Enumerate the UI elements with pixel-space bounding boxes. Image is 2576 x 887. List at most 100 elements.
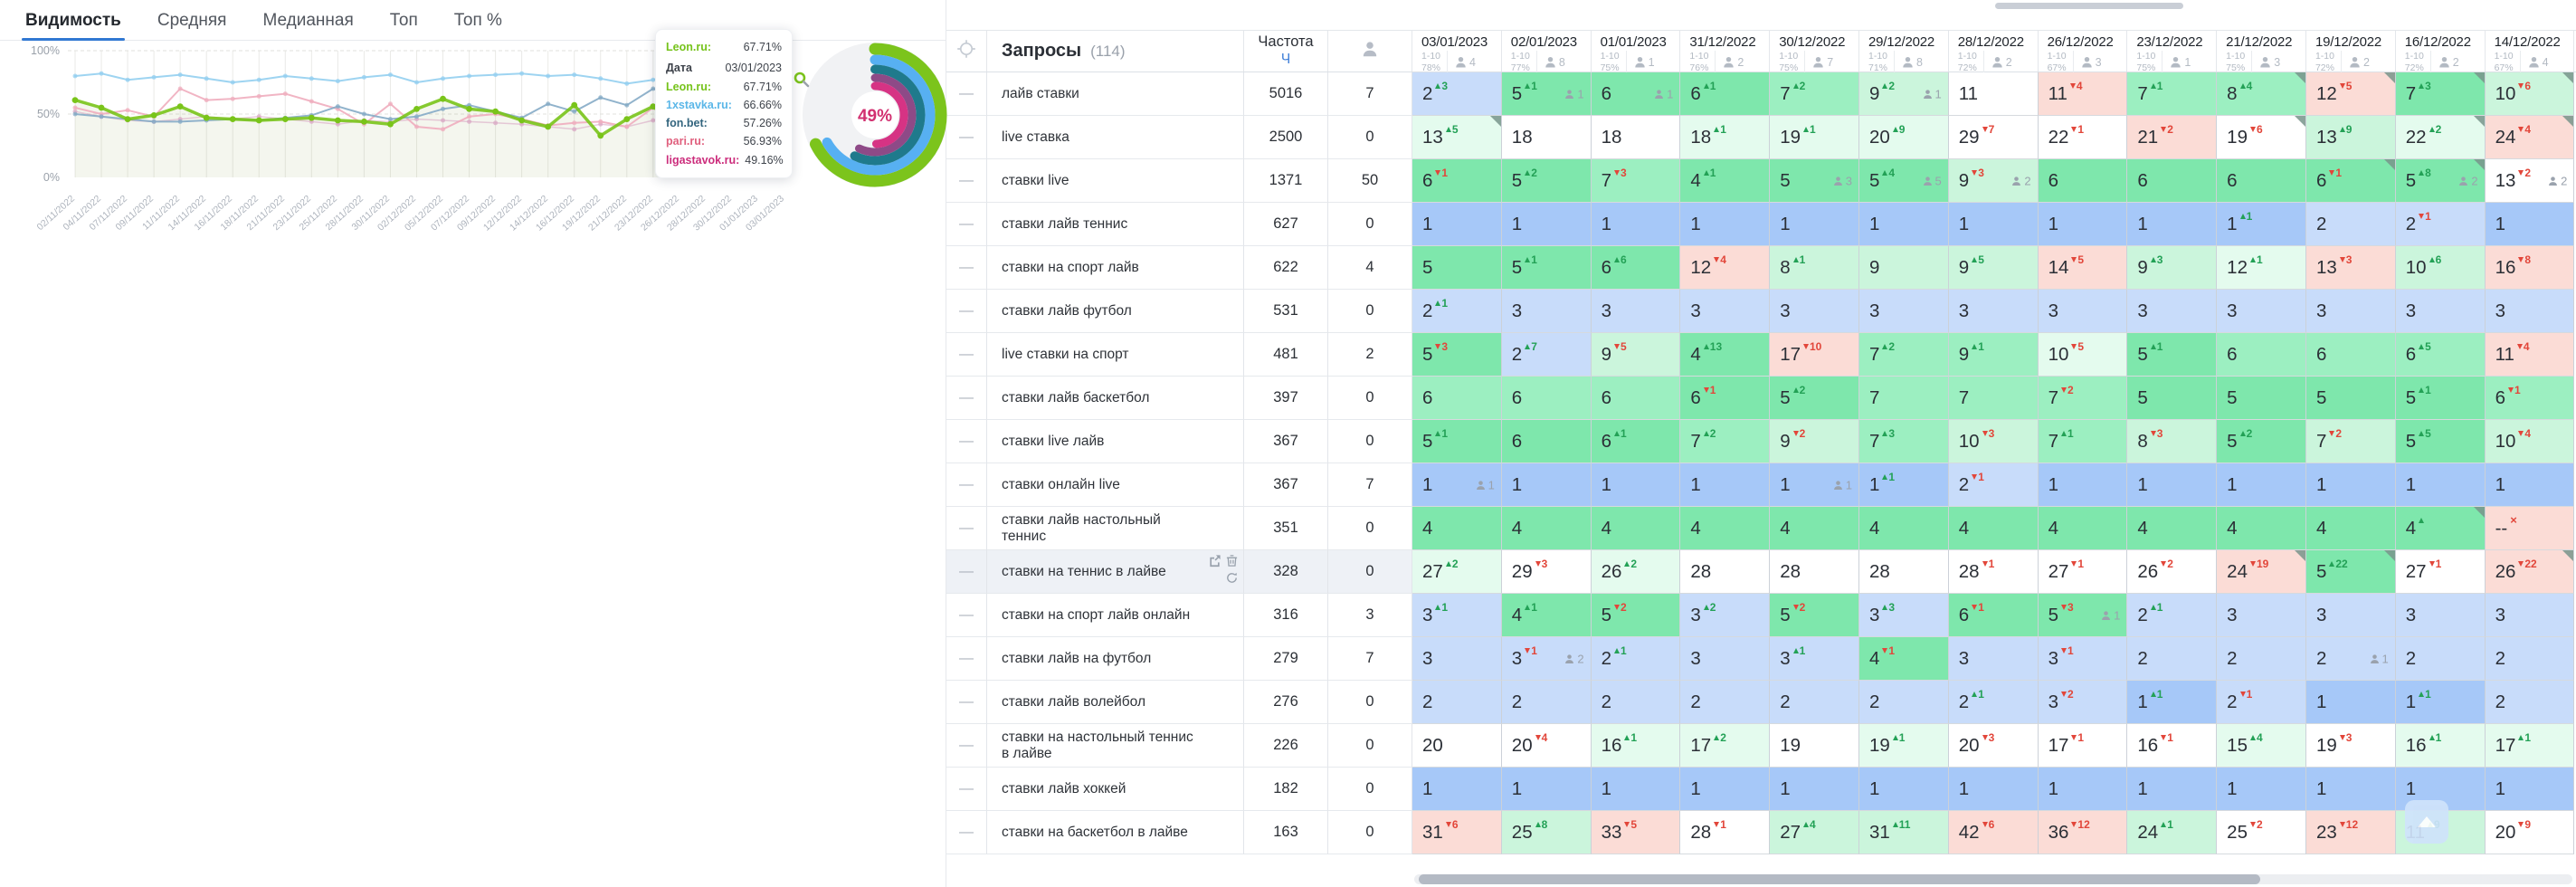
position-cell[interactable]: 4 (2395, 507, 2486, 550)
date-column-header[interactable]: 03/01/2023 1-10 78% 4 (1412, 31, 1502, 74)
tab-mediannaya[interactable]: Медианная (262, 11, 354, 30)
date-column-header[interactable]: 23/12/2022 1-10 75% 1 (2127, 31, 2218, 74)
date-column-header[interactable]: 21/12/2022 1-10 75% 3 (2217, 31, 2306, 74)
position-cell[interactable]: 9 (1858, 246, 1949, 290)
position-cell[interactable]: 27 2 (1412, 550, 1502, 594)
query-cell[interactable]: ставки лайв волейбол (987, 681, 1244, 724)
position-cell[interactable]: 3 (1680, 637, 1771, 681)
position-cell[interactable]: 20 9 (2485, 811, 2575, 854)
position-cell[interactable]: -- × (2485, 507, 2575, 550)
position-cell[interactable]: 1 (1591, 463, 1681, 507)
position-cell[interactable]: 10 6 (2395, 246, 2486, 290)
row-drag-handle[interactable]: — (946, 811, 987, 854)
position-cell[interactable]: 6 (1412, 377, 1502, 420)
position-cell[interactable]: 20 9 (1858, 116, 1949, 159)
position-cell[interactable]: 12 4 (1680, 246, 1771, 290)
position-cell[interactable]: 19 1 (1770, 116, 1859, 159)
position-cell[interactable]: 18 1 (1680, 116, 1771, 159)
date-column-header[interactable]: 19/12/2022 1-10 72% 2 (2306, 31, 2396, 74)
position-cell[interactable]: 4 13 (1680, 333, 1771, 377)
position-cell[interactable]: 6 (2305, 333, 2396, 377)
row-drag-handle[interactable]: — (946, 290, 987, 333)
refresh-icon[interactable] (1225, 571, 1239, 585)
position-cell[interactable]: 1 (2485, 203, 2575, 246)
row-drag-handle[interactable]: — (946, 420, 987, 463)
position-cell[interactable]: 1 (2305, 463, 2396, 507)
position-cell[interactable]: 17 2 (1680, 724, 1771, 768)
position-cell[interactable]: 3 (2485, 594, 2575, 637)
row-drag-handle[interactable]: — (946, 681, 987, 724)
row-drag-handle[interactable]: — (946, 72, 987, 116)
row-drag-handle[interactable]: — (946, 377, 987, 420)
position-cell[interactable]: 3 (1412, 637, 1502, 681)
position-cell[interactable]: 4 (2217, 507, 2306, 550)
date-column-header[interactable]: 14/12/2022 1-10 67% 4 (2486, 31, 2575, 74)
position-cell[interactable]: 4 (1591, 507, 1681, 550)
date-column-header[interactable]: 31/12/2022 1-10 76% 2 (1680, 31, 1771, 74)
position-cell[interactable]: 1 (1858, 768, 1949, 811)
position-cell[interactable]: 3 (2038, 290, 2128, 333)
position-cell[interactable]: 20 3 (1948, 724, 2039, 768)
position-cell[interactable]: 26 2 (2127, 550, 2218, 594)
date-column-header[interactable]: 16/12/2022 1-10 72% 2 (2396, 31, 2486, 74)
position-cell[interactable]: 28 1 (1948, 550, 2039, 594)
query-cell[interactable]: ставки на настольный теннис в лайве (987, 724, 1244, 768)
position-cell[interactable]: 13 5 (1412, 116, 1502, 159)
position-cell[interactable]: 6 (1501, 377, 1592, 420)
position-cell[interactable]: 11 4 (2485, 333, 2575, 377)
position-cell[interactable]: 19 1 (1858, 724, 1949, 768)
position-cell[interactable]: 21 2 (2127, 116, 2218, 159)
position-cell[interactable]: 1 (1591, 203, 1681, 246)
position-cell[interactable]: 2 (2485, 681, 2575, 724)
position-cell[interactable]: 15 4 (2217, 724, 2306, 768)
position-cell[interactable]: 7 (1948, 377, 2039, 420)
position-cell[interactable]: 4 (2127, 507, 2218, 550)
date-column-header[interactable]: 26/12/2022 1-10 67% 3 (2039, 31, 2128, 74)
position-cell[interactable]: 16 8 (2485, 246, 2575, 290)
position-cell[interactable]: 22 1 (2038, 116, 2128, 159)
position-cell[interactable]: 3 (2217, 594, 2306, 637)
query-cell[interactable]: ставки лайв настольный теннис (987, 507, 1244, 550)
delete-icon[interactable] (1225, 554, 1239, 567)
row-drag-handle[interactable]: — (946, 637, 987, 681)
query-cell[interactable]: ставки лайв теннис (987, 203, 1244, 246)
target-all-button[interactable] (946, 31, 987, 72)
position-cell[interactable]: 22 2 (2395, 116, 2486, 159)
position-cell[interactable]: 2 (2127, 637, 2218, 681)
position-cell[interactable]: 28 (1680, 550, 1771, 594)
position-cell[interactable]: 3 (1591, 290, 1681, 333)
position-cell[interactable]: 19 (1770, 724, 1859, 768)
position-cell[interactable]: 28 (1770, 550, 1859, 594)
position-cell[interactable]: 3 (1858, 290, 1949, 333)
position-cell[interactable]: 18 (1501, 116, 1592, 159)
position-cell[interactable]: 2 (1680, 681, 1771, 724)
